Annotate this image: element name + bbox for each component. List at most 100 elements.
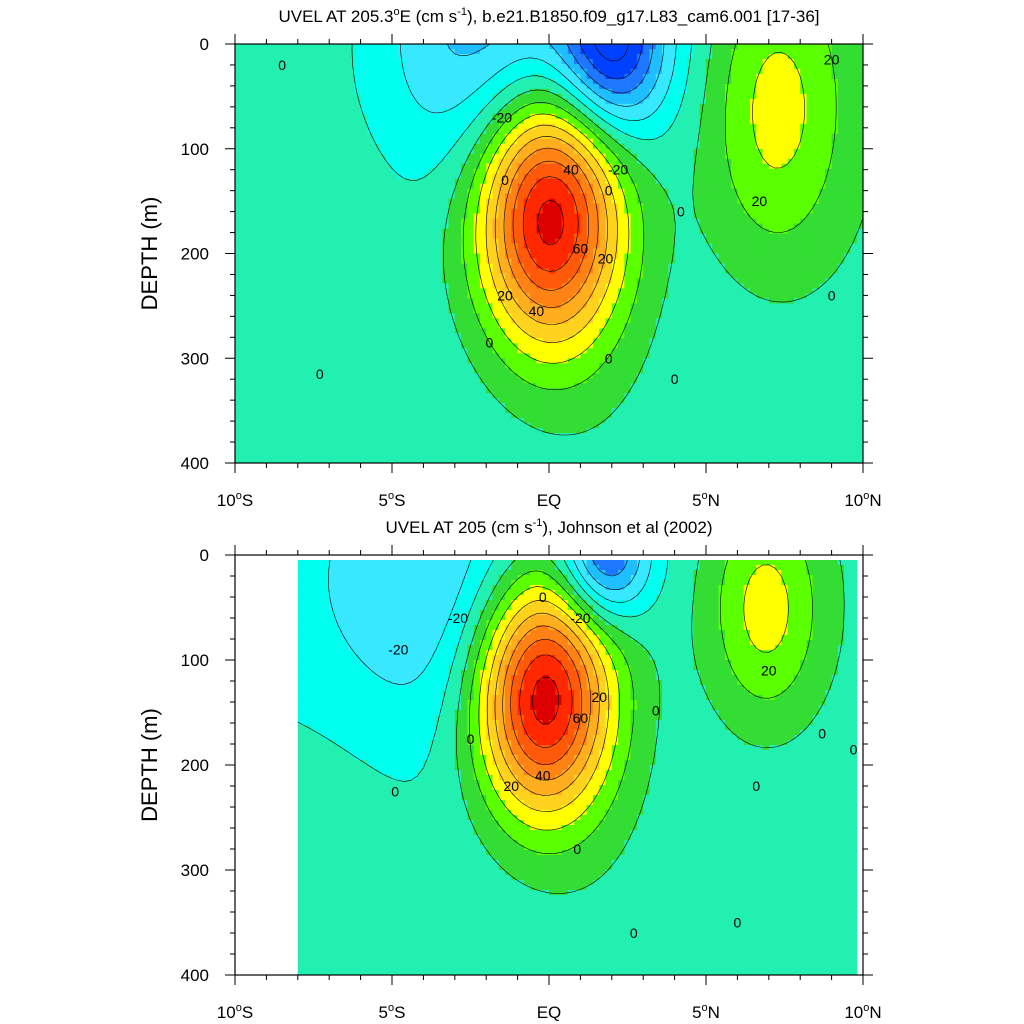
contour-cell — [272, 258, 280, 265]
contour-cell — [316, 203, 324, 210]
contour-cell — [285, 248, 293, 255]
contour-cell — [825, 83, 833, 90]
contour-cell — [329, 183, 337, 190]
contour-cell — [749, 133, 757, 140]
contour-cell — [498, 143, 506, 150]
contour-cell — [844, 258, 852, 265]
contour-cell — [624, 253, 632, 260]
contour-cell — [448, 103, 456, 110]
contour-cell — [417, 233, 424, 240]
contour-cell — [492, 268, 500, 275]
contour-cell — [398, 88, 406, 95]
contour-cell — [486, 168, 494, 175]
contour-cell — [630, 118, 638, 125]
contour-cell — [291, 258, 299, 265]
contour-cell — [448, 113, 456, 120]
contour-cell — [718, 123, 726, 130]
contour-cell — [737, 268, 745, 275]
contour-cell — [247, 233, 255, 240]
contour-cell — [247, 208, 255, 215]
contour-cell — [479, 273, 487, 280]
contour-cell — [793, 258, 801, 265]
contour-cell — [272, 148, 280, 155]
contour-cell — [599, 213, 607, 220]
contour-cell — [379, 98, 387, 105]
contour-cell — [505, 48, 512, 55]
contour-cell — [800, 243, 808, 250]
contour-cell — [423, 278, 431, 285]
contour-cell — [404, 103, 412, 110]
contour-cell — [435, 173, 443, 180]
contour-cell — [624, 218, 632, 225]
contour-cell — [479, 163, 487, 170]
contour-cell — [536, 283, 544, 290]
contour-cell — [687, 278, 695, 285]
contour-cell — [530, 48, 538, 55]
contour-cell — [272, 98, 280, 105]
contour-cell — [297, 168, 305, 175]
contour-cell — [655, 44, 663, 50]
contour-cell — [398, 233, 406, 240]
contour-cell — [580, 78, 588, 85]
contour-cell — [712, 138, 720, 145]
contour-cell — [247, 203, 255, 210]
contour-cell — [687, 113, 695, 120]
contour-cell — [825, 203, 833, 210]
contour-cell — [844, 143, 852, 150]
contour-cell — [379, 238, 387, 245]
contour-cell — [592, 238, 600, 245]
contour-cell — [592, 268, 600, 275]
contour-cell — [304, 208, 311, 215]
contour-cell — [749, 83, 757, 90]
contour-cell — [492, 143, 500, 150]
contour-cell — [235, 113, 242, 120]
contour-cell — [442, 278, 450, 285]
contour-cell — [662, 68, 669, 75]
contour-cell — [366, 93, 374, 100]
contour-cell — [329, 123, 337, 130]
contour-cell — [825, 188, 833, 195]
contour-cell — [335, 243, 343, 250]
contour-cell — [435, 193, 443, 200]
contour-cell — [486, 98, 494, 105]
contour-cell — [837, 288, 845, 295]
contour-cell — [693, 158, 701, 165]
contour-cell — [837, 253, 845, 260]
contour-cell — [743, 218, 751, 225]
contour-cell — [253, 138, 261, 145]
contour-cell — [712, 263, 720, 270]
contour-cell — [706, 178, 713, 185]
contour-cell — [825, 218, 833, 225]
contour-cell — [812, 158, 820, 165]
contour-cell — [749, 278, 757, 285]
contour-cell — [530, 268, 538, 275]
contour-cell — [549, 58, 556, 65]
contour-cell — [278, 168, 286, 175]
contour-cell — [235, 88, 242, 95]
contour-cell — [316, 253, 324, 260]
contour-cell — [442, 68, 450, 75]
contour-cell — [253, 103, 261, 110]
contour-cell — [348, 188, 355, 195]
contour-cell — [291, 68, 299, 75]
contour-cell — [636, 44, 644, 50]
contour-cell — [749, 188, 757, 195]
contour-cell — [687, 98, 695, 105]
contour-cell — [467, 273, 475, 280]
contour-cell — [706, 163, 713, 170]
contour-cell — [762, 148, 770, 155]
contour-cell — [856, 218, 863, 225]
contour-cell — [718, 83, 726, 90]
contour-cell — [278, 78, 286, 85]
contour-cell — [479, 188, 487, 195]
contour-cell — [567, 83, 575, 90]
contour-cell — [856, 83, 863, 90]
contour-cell — [749, 258, 757, 265]
contour-cell — [592, 283, 600, 290]
contour-cell — [454, 83, 462, 90]
contour-cell — [693, 88, 701, 95]
contour-cell — [693, 208, 701, 215]
contour-cell — [285, 53, 293, 60]
contour-cell — [800, 148, 808, 155]
contour-cell — [392, 218, 399, 225]
